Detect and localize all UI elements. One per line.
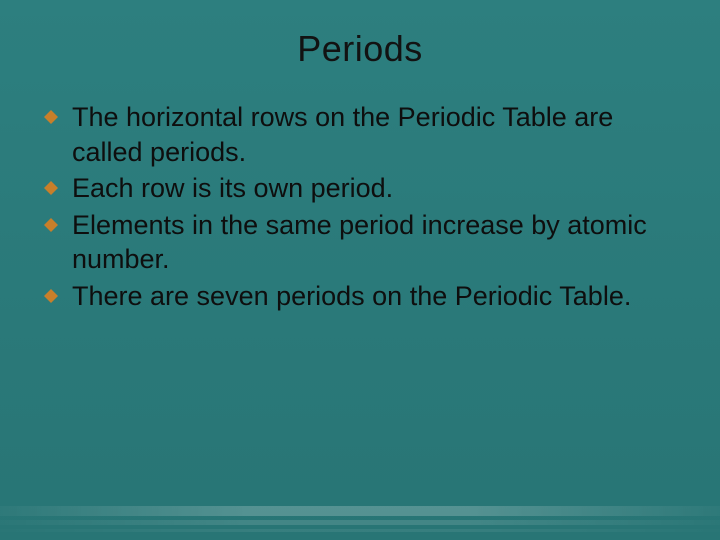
list-item: Elements in the same period increase by … xyxy=(44,208,682,277)
footer-decoration xyxy=(0,494,720,540)
diamond-icon xyxy=(44,218,58,232)
stripe-icon xyxy=(0,506,720,516)
bullet-list: The horizontal rows on the Periodic Tabl… xyxy=(38,100,682,313)
diamond-icon xyxy=(44,110,58,124)
bullet-text: The horizontal rows on the Periodic Tabl… xyxy=(72,102,613,167)
list-item: There are seven periods on the Periodic … xyxy=(44,279,682,314)
slide: Periods The horizontal rows on the Perio… xyxy=(0,0,720,540)
diamond-icon xyxy=(44,289,58,303)
diamond-icon xyxy=(44,181,58,195)
bullet-text: Each row is its own period. xyxy=(72,173,393,203)
stripe-icon xyxy=(0,520,720,525)
list-item: The horizontal rows on the Periodic Tabl… xyxy=(44,100,682,169)
bullet-text: Elements in the same period increase by … xyxy=(72,210,647,275)
bullet-text: There are seven periods on the Periodic … xyxy=(72,281,631,311)
list-item: Each row is its own period. xyxy=(44,171,682,206)
stripe-icon xyxy=(0,529,720,532)
slide-title: Periods xyxy=(38,28,682,70)
